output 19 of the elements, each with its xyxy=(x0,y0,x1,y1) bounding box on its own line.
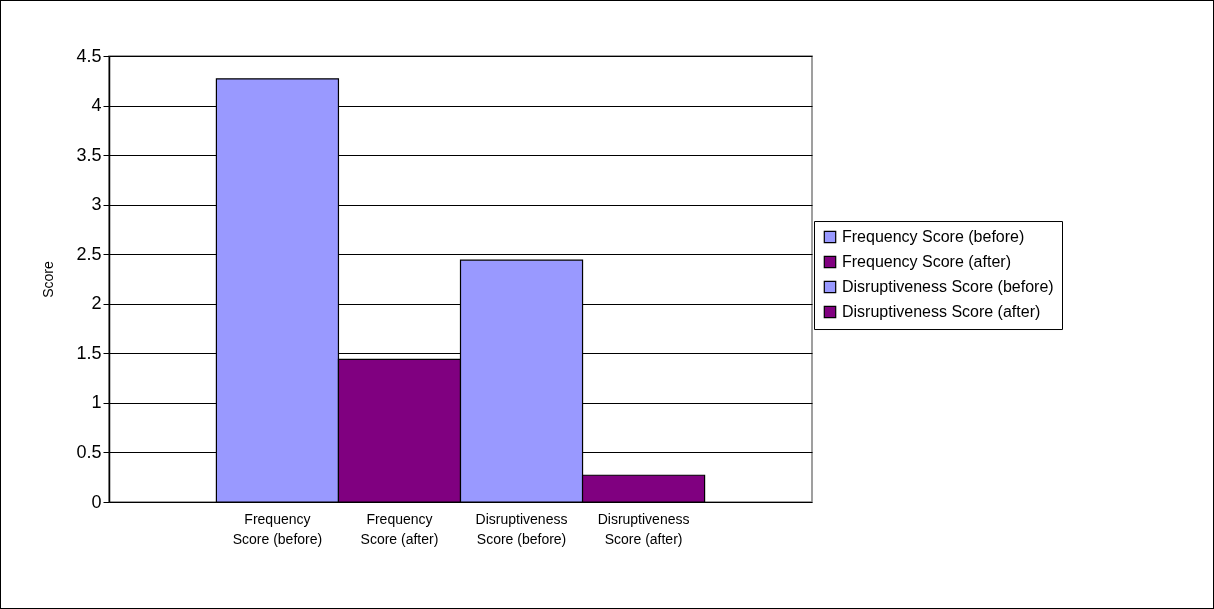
x-tick-label: Frequency Score (after) xyxy=(360,510,439,547)
y-tick-label: 1 xyxy=(91,392,102,413)
legend-label: Frequency Score (after) xyxy=(842,253,1011,271)
y-tick-label: 3.5 xyxy=(76,144,102,165)
y-tick-label: 3 xyxy=(91,194,102,215)
y-axis-title: Score xyxy=(40,261,57,298)
legend-label: Disruptiveness Score (after) xyxy=(842,303,1041,321)
y-tick-label: 4.5 xyxy=(76,45,102,66)
legend-label: Frequency Score (before) xyxy=(842,228,1025,246)
y-tick-label: 1.5 xyxy=(76,342,102,363)
legend-label: Disruptiveness Score (before) xyxy=(842,278,1054,296)
x-tick-label: Frequency Score (before) xyxy=(232,510,323,547)
x-tick-label: Disruptiveness Score (before) xyxy=(475,510,568,547)
y-tick-label: 2.5 xyxy=(76,243,102,264)
y-tick-label: 0.5 xyxy=(76,441,102,462)
y-tick-label: 2 xyxy=(91,293,102,314)
y-tick-label: 4 xyxy=(91,95,102,116)
x-tick-label: Disruptiveness Score (after) xyxy=(597,510,690,547)
y-tick-label: 0 xyxy=(91,491,102,512)
